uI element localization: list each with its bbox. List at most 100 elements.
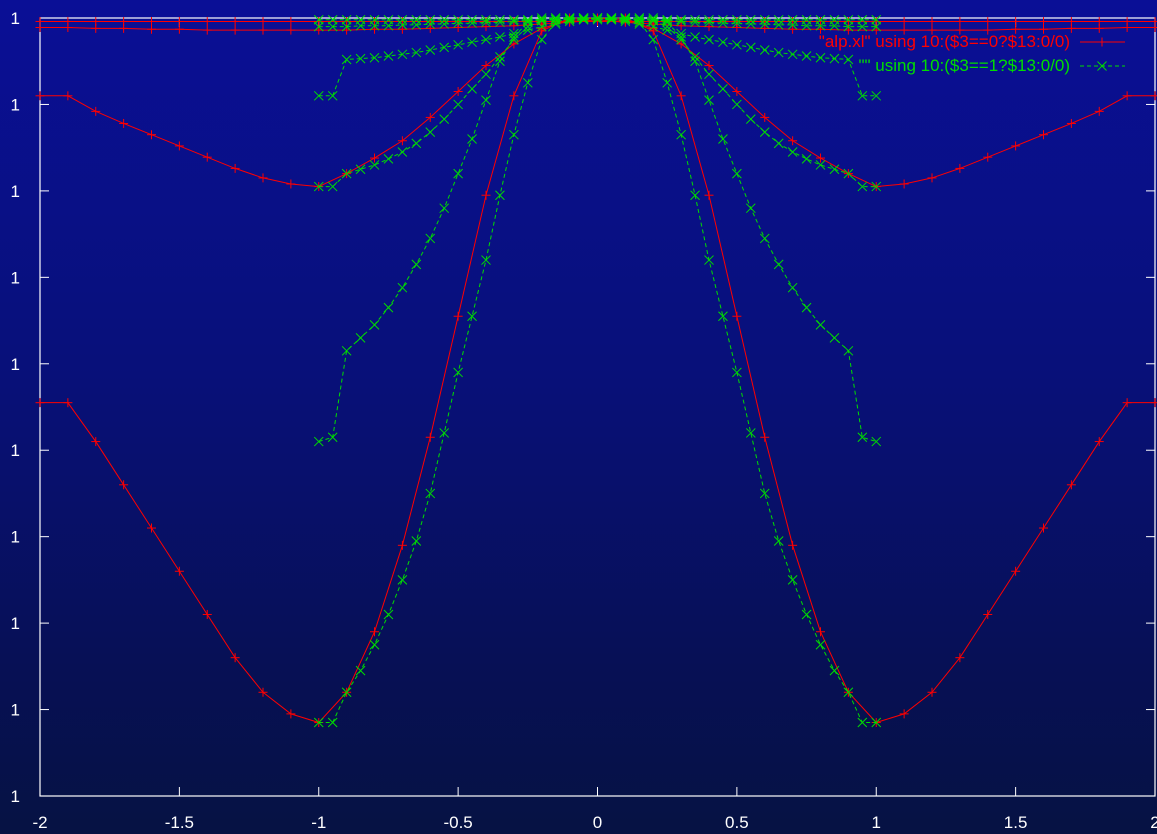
marker-stroke [829,164,840,175]
series-2-point [453,39,463,50]
marker-stroke [481,69,491,80]
marker-stroke [857,90,868,101]
marker-stroke [327,90,338,101]
series-2-point [718,311,728,322]
series-1-point [425,112,435,122]
marker-stroke [676,16,686,27]
series-1-point [453,311,463,321]
x-tick-label: -1 [311,813,326,832]
series-1-point [202,152,212,162]
marker-stroke [648,15,659,26]
series-2-point [369,320,380,330]
marker-stroke [857,21,868,32]
series-2-point [592,13,603,23]
series-2 [313,13,882,728]
x-tick-label: 1 [872,813,881,832]
marker-stroke [843,21,854,32]
series-1-point [63,398,73,408]
series-2-point [495,190,505,201]
marker-stroke [690,190,700,201]
series-2-point [690,190,700,201]
series-2-point [439,203,450,214]
series-1-point [230,25,240,35]
series-1-point [174,16,184,26]
series-2-point [313,181,324,192]
marker-stroke [369,52,380,63]
series-2-point [425,45,436,55]
marker-stroke [397,282,408,293]
series-2-point [411,14,422,25]
series-2-point [425,127,436,137]
marker-stroke [439,428,450,438]
series-2-point [745,42,756,53]
series-1-point [202,16,212,26]
series-2-point [509,14,519,25]
marker-stroke [690,17,700,28]
marker-stroke [759,19,770,29]
marker-stroke [745,114,756,124]
series-2-point [522,21,533,32]
marker-stroke [495,32,505,42]
marker-stroke [718,37,728,48]
series-1-point [258,687,268,697]
series-2-point [801,609,812,620]
series-2-point [481,17,491,28]
marker-stroke [425,233,436,244]
legend-label-series-1: "alp.xl" using 10:($3==0?$13:0/0) [819,32,1070,51]
series-2-point [481,255,491,265]
series-2-point [648,34,659,45]
marker-stroke [383,51,394,61]
series-1 [35,13,1157,728]
marker-stroke [439,42,450,53]
series-1-point [174,24,184,34]
series-2-point [676,32,686,42]
marker-stroke [801,51,812,61]
series-1-point [1094,23,1104,33]
series-2-point [578,14,589,25]
series-1-point [955,25,965,35]
marker-stroke [467,18,477,29]
series-1-point [1122,91,1132,101]
series-1-point [1094,437,1104,447]
series-2-point [801,51,812,61]
series-1-point [704,22,714,32]
series-2-point [397,49,408,60]
marker-stroke [467,84,477,94]
marker-stroke [355,20,366,31]
marker-stroke [871,717,882,728]
series-2-point [453,168,463,179]
marker-stroke [690,52,700,62]
y-tick-label: 1 [11,528,20,547]
series-2-point [411,536,422,546]
y-tick-label: 1 [11,9,20,28]
series-1-point [704,61,714,71]
marker-stroke [550,13,561,23]
marker-stroke [495,190,505,201]
marker-stroke [759,45,770,55]
series-1-point [286,709,296,719]
series-1-point [453,86,463,96]
series-2-point [355,20,366,31]
marker-stroke [313,717,324,728]
marker-stroke [745,42,756,53]
marker-stroke [397,575,408,585]
series-2-point [355,53,366,64]
marker-stroke [397,49,408,60]
series-2-point [536,13,547,23]
series-1-point [425,23,435,33]
series-2-point [829,164,840,175]
y-tick-label: 1 [11,182,20,201]
series-1-point [983,152,993,162]
series-1-point [871,16,881,26]
series-2-point [453,18,463,29]
series-2-point [495,17,505,28]
marker-stroke [578,14,589,24]
series-2-point [829,332,840,343]
series-2-point [745,203,756,214]
series-2-point [634,14,645,25]
series-1-point [899,25,909,35]
series-1-point [955,653,965,663]
marker-stroke [369,639,380,650]
marker-stroke [759,14,770,25]
marker-stroke [425,488,436,499]
